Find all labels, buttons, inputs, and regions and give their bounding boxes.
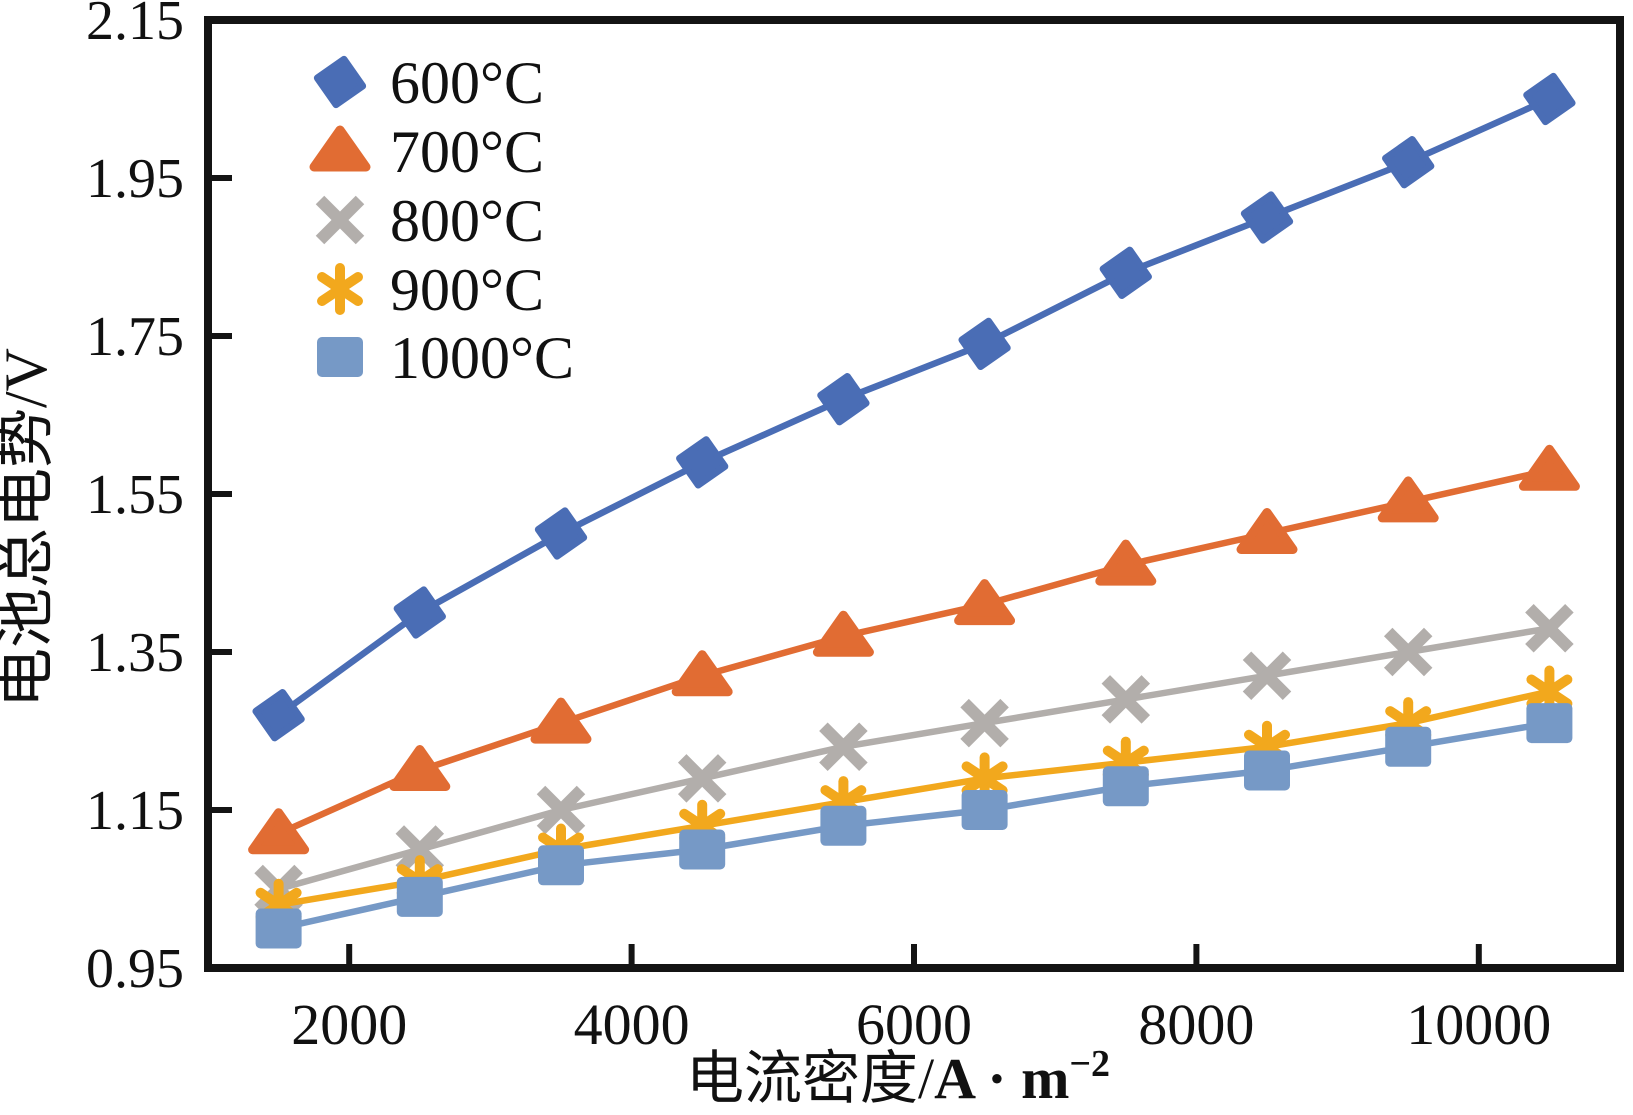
asterisk-marker [1526, 674, 1573, 709]
x-axis-title-unit: A · m [934, 1046, 1069, 1111]
legend-item-700°C: 700°C [309, 119, 544, 185]
legend-label-1000°C: 1000°C [390, 325, 574, 391]
square-marker [1526, 703, 1573, 744]
triangle-marker [530, 697, 592, 744]
y-axis-title: 电池总电势/V [0, 348, 59, 708]
x-axis-title-quantity: 电流密度/ [686, 1046, 935, 1111]
legend-item-800°C: 800°C [315, 188, 544, 254]
legend-item-900°C: 900°C [317, 257, 544, 323]
y-tick-label-1.55: 1.55 [86, 464, 184, 526]
x-axis-title-superscript: −2 [1069, 1043, 1110, 1085]
legend-item-600°C: 600°C [313, 50, 544, 116]
series-line-1000°C [275, 719, 1553, 932]
square-marker [961, 790, 1008, 830]
y-tick-label-1.95: 1.95 [86, 148, 184, 210]
x-tick-label-2000: 2000 [291, 992, 407, 1057]
diamond-marker [958, 317, 1011, 371]
diamond-marker [534, 507, 588, 560]
square-marker [679, 829, 726, 870]
x-marker [677, 754, 727, 803]
series-600°C [252, 72, 1576, 742]
diamond-marker [1382, 136, 1435, 189]
x-marker [1525, 604, 1574, 653]
x-marker [819, 722, 868, 772]
square-marker [1244, 750, 1290, 791]
triangle-marker [1518, 444, 1580, 491]
series-line-900°C [275, 688, 1553, 909]
diamond-marker [817, 373, 870, 426]
x-tick-label-10000: 10000 [1406, 992, 1551, 1057]
x-marker [315, 195, 365, 245]
x-marker [1383, 627, 1433, 677]
y-tick-label-2.15: 2.15 [86, 0, 184, 52]
legend-label-600°C: 600°C [390, 50, 544, 116]
square-marker [538, 845, 584, 886]
triangle-marker [389, 745, 451, 791]
square-marker [396, 876, 443, 917]
triangle-marker [671, 650, 733, 697]
triangle-marker [309, 125, 371, 172]
diamond-marker [1523, 72, 1576, 126]
y-tick-label-1.35: 1.35 [86, 622, 184, 684]
triangle-marker [1095, 539, 1157, 586]
y-tick-label-1.15: 1.15 [86, 780, 184, 842]
x-marker [395, 825, 445, 874]
triangle-marker [954, 579, 1016, 626]
x-tick-label-8000: 8000 [1138, 992, 1254, 1057]
series-line-700°C [275, 467, 1553, 837]
square-marker [1385, 726, 1432, 767]
x-axis-title: 电流密度/A · m−2 [686, 1043, 1110, 1111]
series-800°C [254, 604, 1574, 914]
diamond-marker [676, 436, 729, 489]
x-tick-label-4000: 4000 [574, 992, 690, 1057]
series-line-800°C [275, 625, 1553, 893]
legend-label-700°C: 700°C [390, 119, 544, 185]
series-700°C [248, 444, 1580, 855]
triangle-marker [1236, 508, 1298, 554]
diamond-marker [393, 586, 446, 639]
square-marker [255, 908, 302, 949]
legend-item-1000°C: 1000°C [317, 325, 574, 391]
asterisk-marker [317, 272, 363, 306]
diamond-marker [1099, 246, 1152, 299]
diamond-marker [252, 689, 305, 742]
square-marker [1102, 766, 1149, 807]
square-marker [820, 805, 867, 846]
triangle-marker [248, 808, 310, 855]
y-tick-label-0.95: 0.95 [86, 938, 184, 1000]
asterisk-marker [961, 761, 1008, 796]
diamond-marker [313, 55, 367, 109]
series-1000°C [255, 703, 1573, 949]
legend-label-900°C: 900°C [390, 257, 544, 323]
x-marker [536, 785, 586, 835]
legend-label-800°C: 800°C [390, 188, 544, 254]
x-marker [1242, 651, 1292, 700]
square-marker [317, 337, 363, 377]
x-tick-label-6000: 6000 [856, 992, 972, 1057]
x-marker [960, 698, 1009, 748]
triangle-marker [1377, 476, 1439, 523]
series-line-600°C [275, 95, 1553, 719]
triangle-marker [812, 610, 874, 657]
y-tick-label-1.75: 1.75 [86, 306, 184, 368]
x-marker [1101, 675, 1151, 724]
diamond-marker [1240, 191, 1294, 244]
